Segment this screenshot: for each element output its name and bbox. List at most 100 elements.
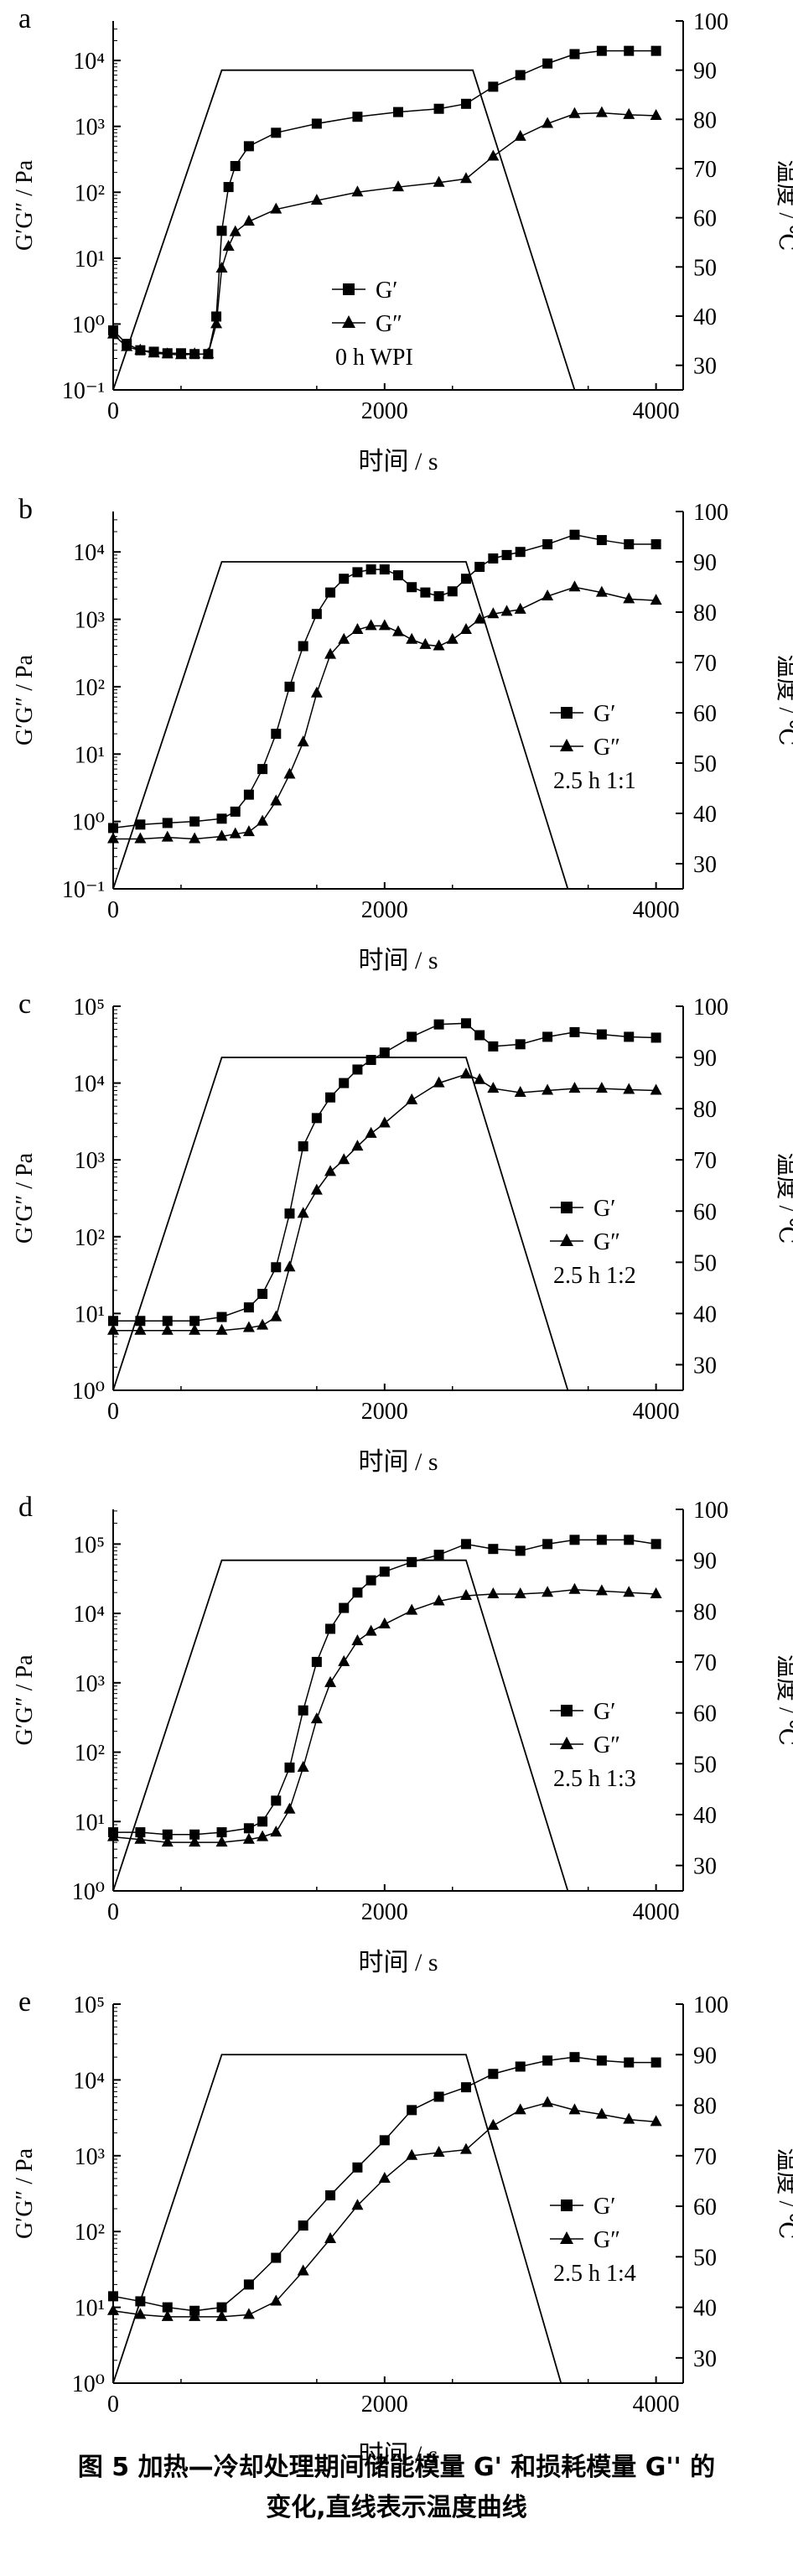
y2-tick-label: 100 <box>693 500 728 526</box>
y2-tick-label: 50 <box>693 751 717 777</box>
x-tick-label: 2000 <box>361 2392 408 2418</box>
y2-tick-label: 40 <box>693 1803 717 1829</box>
g-prime-point <box>460 1018 471 1029</box>
g-prime-point <box>284 1762 295 1773</box>
x-tick-label: 4000 <box>633 398 680 424</box>
y-tick-label: 10⁴ <box>73 540 105 566</box>
x-tick-label: 4000 <box>633 897 680 923</box>
g-double-prime-point <box>351 2199 364 2210</box>
y-tick-label: 10⁴ <box>73 1602 105 1628</box>
g-prime-point <box>447 586 458 597</box>
g-prime-point <box>108 2291 118 2302</box>
legend-label: G′ <box>593 2194 615 2220</box>
g-double-prime-point <box>107 2303 119 2315</box>
g-prime-point <box>569 49 580 60</box>
g-double-prime-point <box>189 2309 201 2321</box>
g-prime-point <box>339 1078 350 1088</box>
g-prime-point <box>624 1031 635 1042</box>
g-double-prime-point <box>324 2231 337 2243</box>
g-double-prime-point <box>134 1832 147 1844</box>
g-double-prime-point <box>568 2103 581 2115</box>
g-double-prime-point <box>623 107 635 119</box>
g-double-prime-point <box>365 1624 377 1636</box>
g-prime-point <box>515 70 526 80</box>
g-double-prime-point <box>650 594 662 605</box>
legend-label: G″ <box>593 1732 620 1758</box>
y-tick-label: 10⁰ <box>72 1879 105 1905</box>
g-double-prime-point <box>623 1083 635 1094</box>
y2-tick-label: 80 <box>693 1097 717 1123</box>
y2-tick-label: 50 <box>693 2245 717 2271</box>
g-double-prime-point <box>406 1603 418 1615</box>
x-tick-label: 2000 <box>361 398 408 424</box>
g-prime-point <box>650 2057 661 2068</box>
g-prime-point <box>284 1208 295 1219</box>
y2-tick-label: 70 <box>693 2144 717 2170</box>
g-double-prime-point <box>392 180 404 192</box>
g-double-prime-point <box>310 1712 323 1724</box>
g-prime-point <box>650 45 661 56</box>
g-prime-point <box>135 819 146 830</box>
y2-tick-label: 90 <box>693 1549 717 1575</box>
figure-caption-line1: 图 5 加热—冷却处理期间储能模量 G' 和损耗模量 G'' 的 <box>77 2453 716 2482</box>
g-double-prime-point <box>406 1093 418 1104</box>
g-prime-point <box>271 1795 282 1806</box>
g-prime-point <box>596 2055 607 2066</box>
g-double-prime-point <box>406 632 418 644</box>
x-tick-label: 0 <box>107 1399 119 1425</box>
x-axis-label: 时间 / s <box>358 448 438 475</box>
g-double-prime-point <box>351 185 364 197</box>
g-double-prime-point <box>161 2309 174 2321</box>
g-prime-point <box>135 1827 146 1838</box>
g-double-prime-point <box>202 347 215 359</box>
g-double-prime-point <box>310 1183 323 1195</box>
y-tick-label: 10⁻¹ <box>62 378 105 404</box>
g-double-prime-point <box>283 1802 296 1814</box>
g-prime-point <box>515 2061 526 2072</box>
g-double-prime-point <box>242 2308 255 2319</box>
g-double-prime-point <box>459 1588 472 1600</box>
y2-tick-label: 100 <box>693 1992 728 2018</box>
g-prime-point <box>271 729 282 740</box>
g-prime-point <box>271 2252 282 2263</box>
y-tick-label: 10¹ <box>75 1301 105 1327</box>
g-prime-point <box>460 1539 471 1550</box>
chart-panel-b: b 0 2000 4000 时间 / s 10⁻¹ 10⁰ 10¹ 10² 10³ 10⁴ G′G″ … <box>12 494 793 974</box>
g-double-prime-point <box>215 829 228 841</box>
g-double-prime-point <box>189 347 201 359</box>
g-prime-point <box>650 1032 661 1043</box>
sample-annotation: 2.5 h 1:1 <box>553 768 636 794</box>
g-double-prime-point <box>242 215 255 226</box>
g-prime-point <box>230 806 241 817</box>
g-double-prime-point <box>257 1830 269 1841</box>
g-prime-point <box>230 161 241 172</box>
x-tick-label: 4000 <box>633 2392 680 2418</box>
x-tick-label: 0 <box>107 1899 119 1925</box>
legend-label: G′ <box>593 701 615 727</box>
g-prime-point <box>393 570 403 581</box>
g-double-prime-point <box>378 619 391 631</box>
g-prime-point <box>311 609 322 620</box>
g-prime-point <box>311 118 322 129</box>
x-tick-label: 0 <box>107 897 119 923</box>
g-prime-point <box>624 1535 635 1545</box>
y2-tick-label: 90 <box>693 1046 717 1072</box>
g-double-prime-point <box>650 2115 662 2127</box>
chart-panel-c: c 0 2000 4000 时间 / s 10⁰ 10¹ 10² 10³ 10⁴ 10⁵ G′G″ /… <box>12 989 793 1476</box>
figure-caption-line2: 变化,直线表示温度曲线 <box>266 2493 527 2522</box>
x-tick-label: 0 <box>107 398 119 424</box>
g-prime-point <box>162 2302 173 2313</box>
y-axis-label: G′G″ / Pa <box>12 2148 38 2239</box>
g-prime-point <box>420 587 431 598</box>
g-double-prime-point <box>542 2096 554 2107</box>
y-tick-label: 10¹ <box>75 247 105 273</box>
y-axis-label: G′G″ / Pa <box>12 654 38 745</box>
g-double-prime-point <box>595 1584 608 1596</box>
temperature-curve <box>112 2054 562 2384</box>
y-tick-label: 10¹ <box>75 1810 105 1836</box>
y2-tick-label: 50 <box>693 1250 717 1276</box>
g-double-prime-point <box>297 1207 309 1218</box>
g-double-prime-point <box>433 1594 445 1606</box>
g-double-prime-point <box>324 1675 337 1687</box>
legend-label: G′ <box>593 1196 615 1222</box>
